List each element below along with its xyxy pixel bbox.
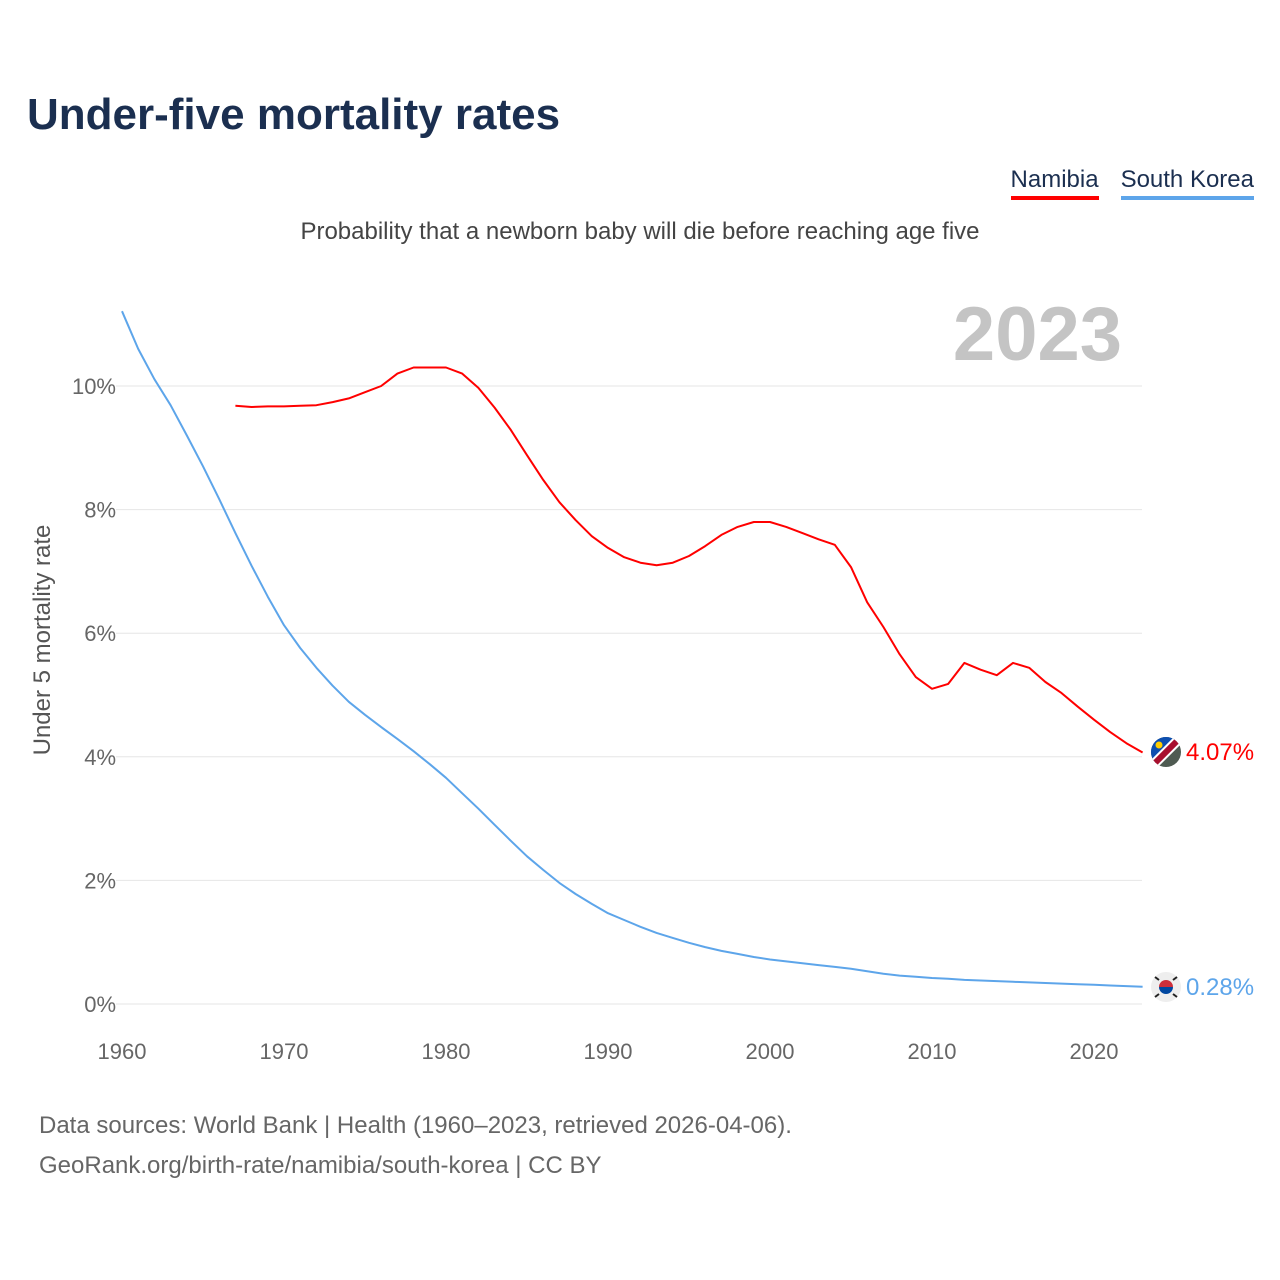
x-tick-label: 2020 <box>1070 1039 1119 1064</box>
x-tick-label: 1960 <box>98 1039 147 1064</box>
series-line-south-korea <box>121 310 1143 988</box>
south-korea-end-label: 0.28% <box>1186 974 1254 1001</box>
y-tick-label: 6% <box>84 621 116 646</box>
namibia-flag-icon <box>1151 737 1181 767</box>
y-tick-label: 10% <box>72 374 116 399</box>
x-tick-label: 1970 <box>260 1039 309 1064</box>
legend-item-namibia[interactable]: Namibia <box>1010 166 1099 200</box>
x-tick-label: 1990 <box>584 1039 633 1064</box>
y-tick-label: 4% <box>84 745 116 770</box>
namibia-end-label: 4.07% <box>1186 739 1254 766</box>
footer: Data sources: World Bank | Health (1960–… <box>39 1106 792 1186</box>
chart-subtitle: Probability that a newborn baby will die… <box>300 218 980 245</box>
x-tick-label: 2000 <box>746 1039 795 1064</box>
source-link[interactable]: GeoRank.org/birth-rate/namibia/south-kor… <box>39 1152 602 1179</box>
data-source-text: Data sources: World Bank | Health (1960–… <box>39 1112 792 1139</box>
legend-item-south-korea[interactable]: South Korea <box>1120 166 1254 200</box>
y-axis-label: Under 5 mortality rate <box>29 525 56 756</box>
x-tick-label: 2010 <box>908 1039 957 1064</box>
y-tick-label: 2% <box>84 868 116 893</box>
chart-title: Under-five mortality rates <box>27 90 561 139</box>
series-line-namibia <box>235 366 1144 754</box>
year-watermark: 2023 <box>953 292 1122 377</box>
y-tick-label: 0% <box>84 992 116 1017</box>
south-korea-flag-icon <box>1151 972 1181 1002</box>
x-tick-label: 1980 <box>422 1039 471 1064</box>
legend: Namibia South Korea <box>1010 166 1254 200</box>
y-tick-label: 8% <box>84 498 116 523</box>
